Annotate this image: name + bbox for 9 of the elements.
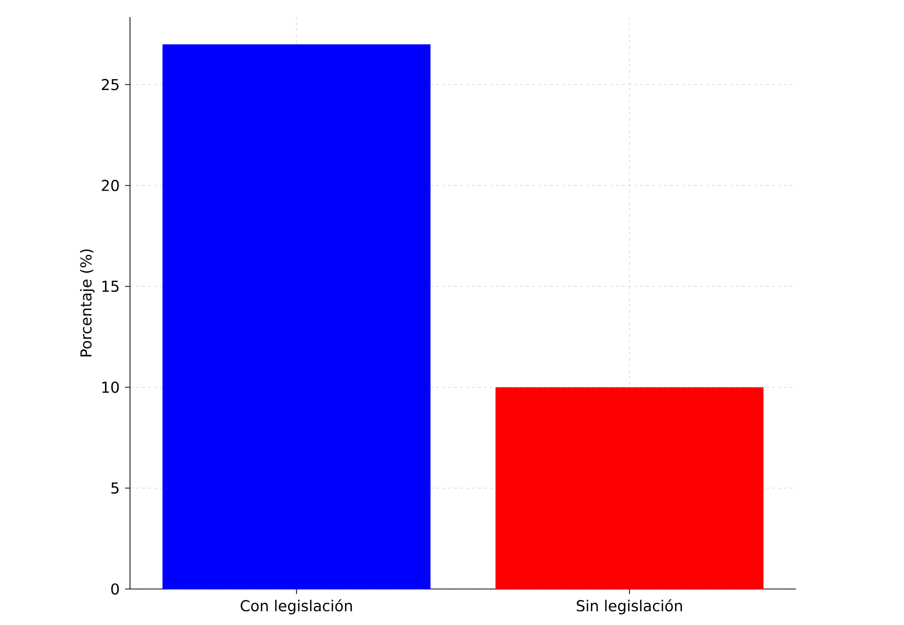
- y-tick-label: 5: [111, 482, 118, 494]
- y-tick-label: 15: [102, 280, 118, 292]
- y-tick-label: 25: [102, 78, 118, 90]
- y-tick-label: 20: [102, 180, 119, 192]
- y-axis-title: Porcentaje (%): [80, 249, 95, 356]
- y-tick-label: 10: [102, 382, 119, 393]
- x-tick-label: Sin legislación: [576, 599, 682, 614]
- x-tick-label: Con legislación: [240, 599, 352, 614]
- y-tick-label: 0: [111, 583, 119, 595]
